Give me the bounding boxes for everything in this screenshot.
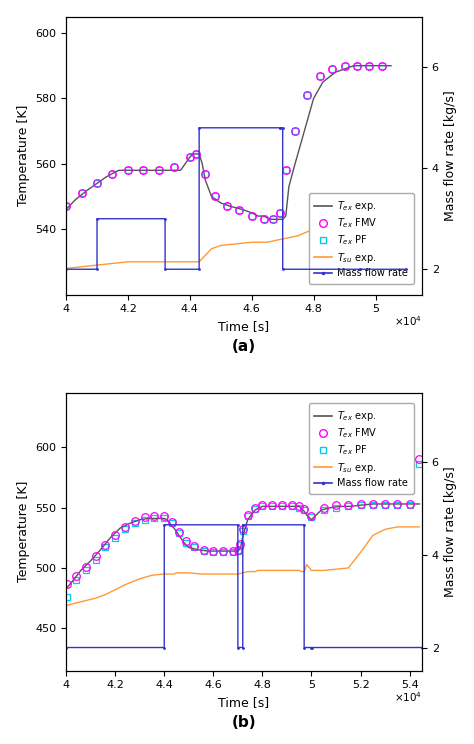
Text: $\times10^4$: $\times10^4$: [394, 314, 422, 328]
Text: $\times10^4$: $\times10^4$: [394, 690, 422, 704]
Y-axis label: Temperature [K]: Temperature [K]: [17, 481, 30, 583]
Text: (b): (b): [232, 715, 256, 730]
X-axis label: Time [s]: Time [s]: [219, 320, 270, 333]
Text: (a): (a): [232, 339, 256, 354]
Y-axis label: Mass flow rate [kg/s]: Mass flow rate [kg/s]: [444, 466, 457, 597]
X-axis label: Time [s]: Time [s]: [219, 696, 270, 709]
Legend: $T_{ex}$ exp., $T_{ex}$ FMV, $T_{ex}$ PF, $T_{su}$ exp., Mass flow rate: $T_{ex}$ exp., $T_{ex}$ FMV, $T_{ex}$ PF…: [309, 403, 413, 494]
Legend: $T_{ex}$ exp., $T_{ex}$ FMV, $T_{ex}$ PF, $T_{su}$ exp., Mass flow rate: $T_{ex}$ exp., $T_{ex}$ FMV, $T_{ex}$ PF…: [309, 193, 413, 284]
Y-axis label: Temperature [K]: Temperature [K]: [17, 105, 30, 206]
Y-axis label: Mass flow rate [kg/s]: Mass flow rate [kg/s]: [444, 90, 457, 221]
